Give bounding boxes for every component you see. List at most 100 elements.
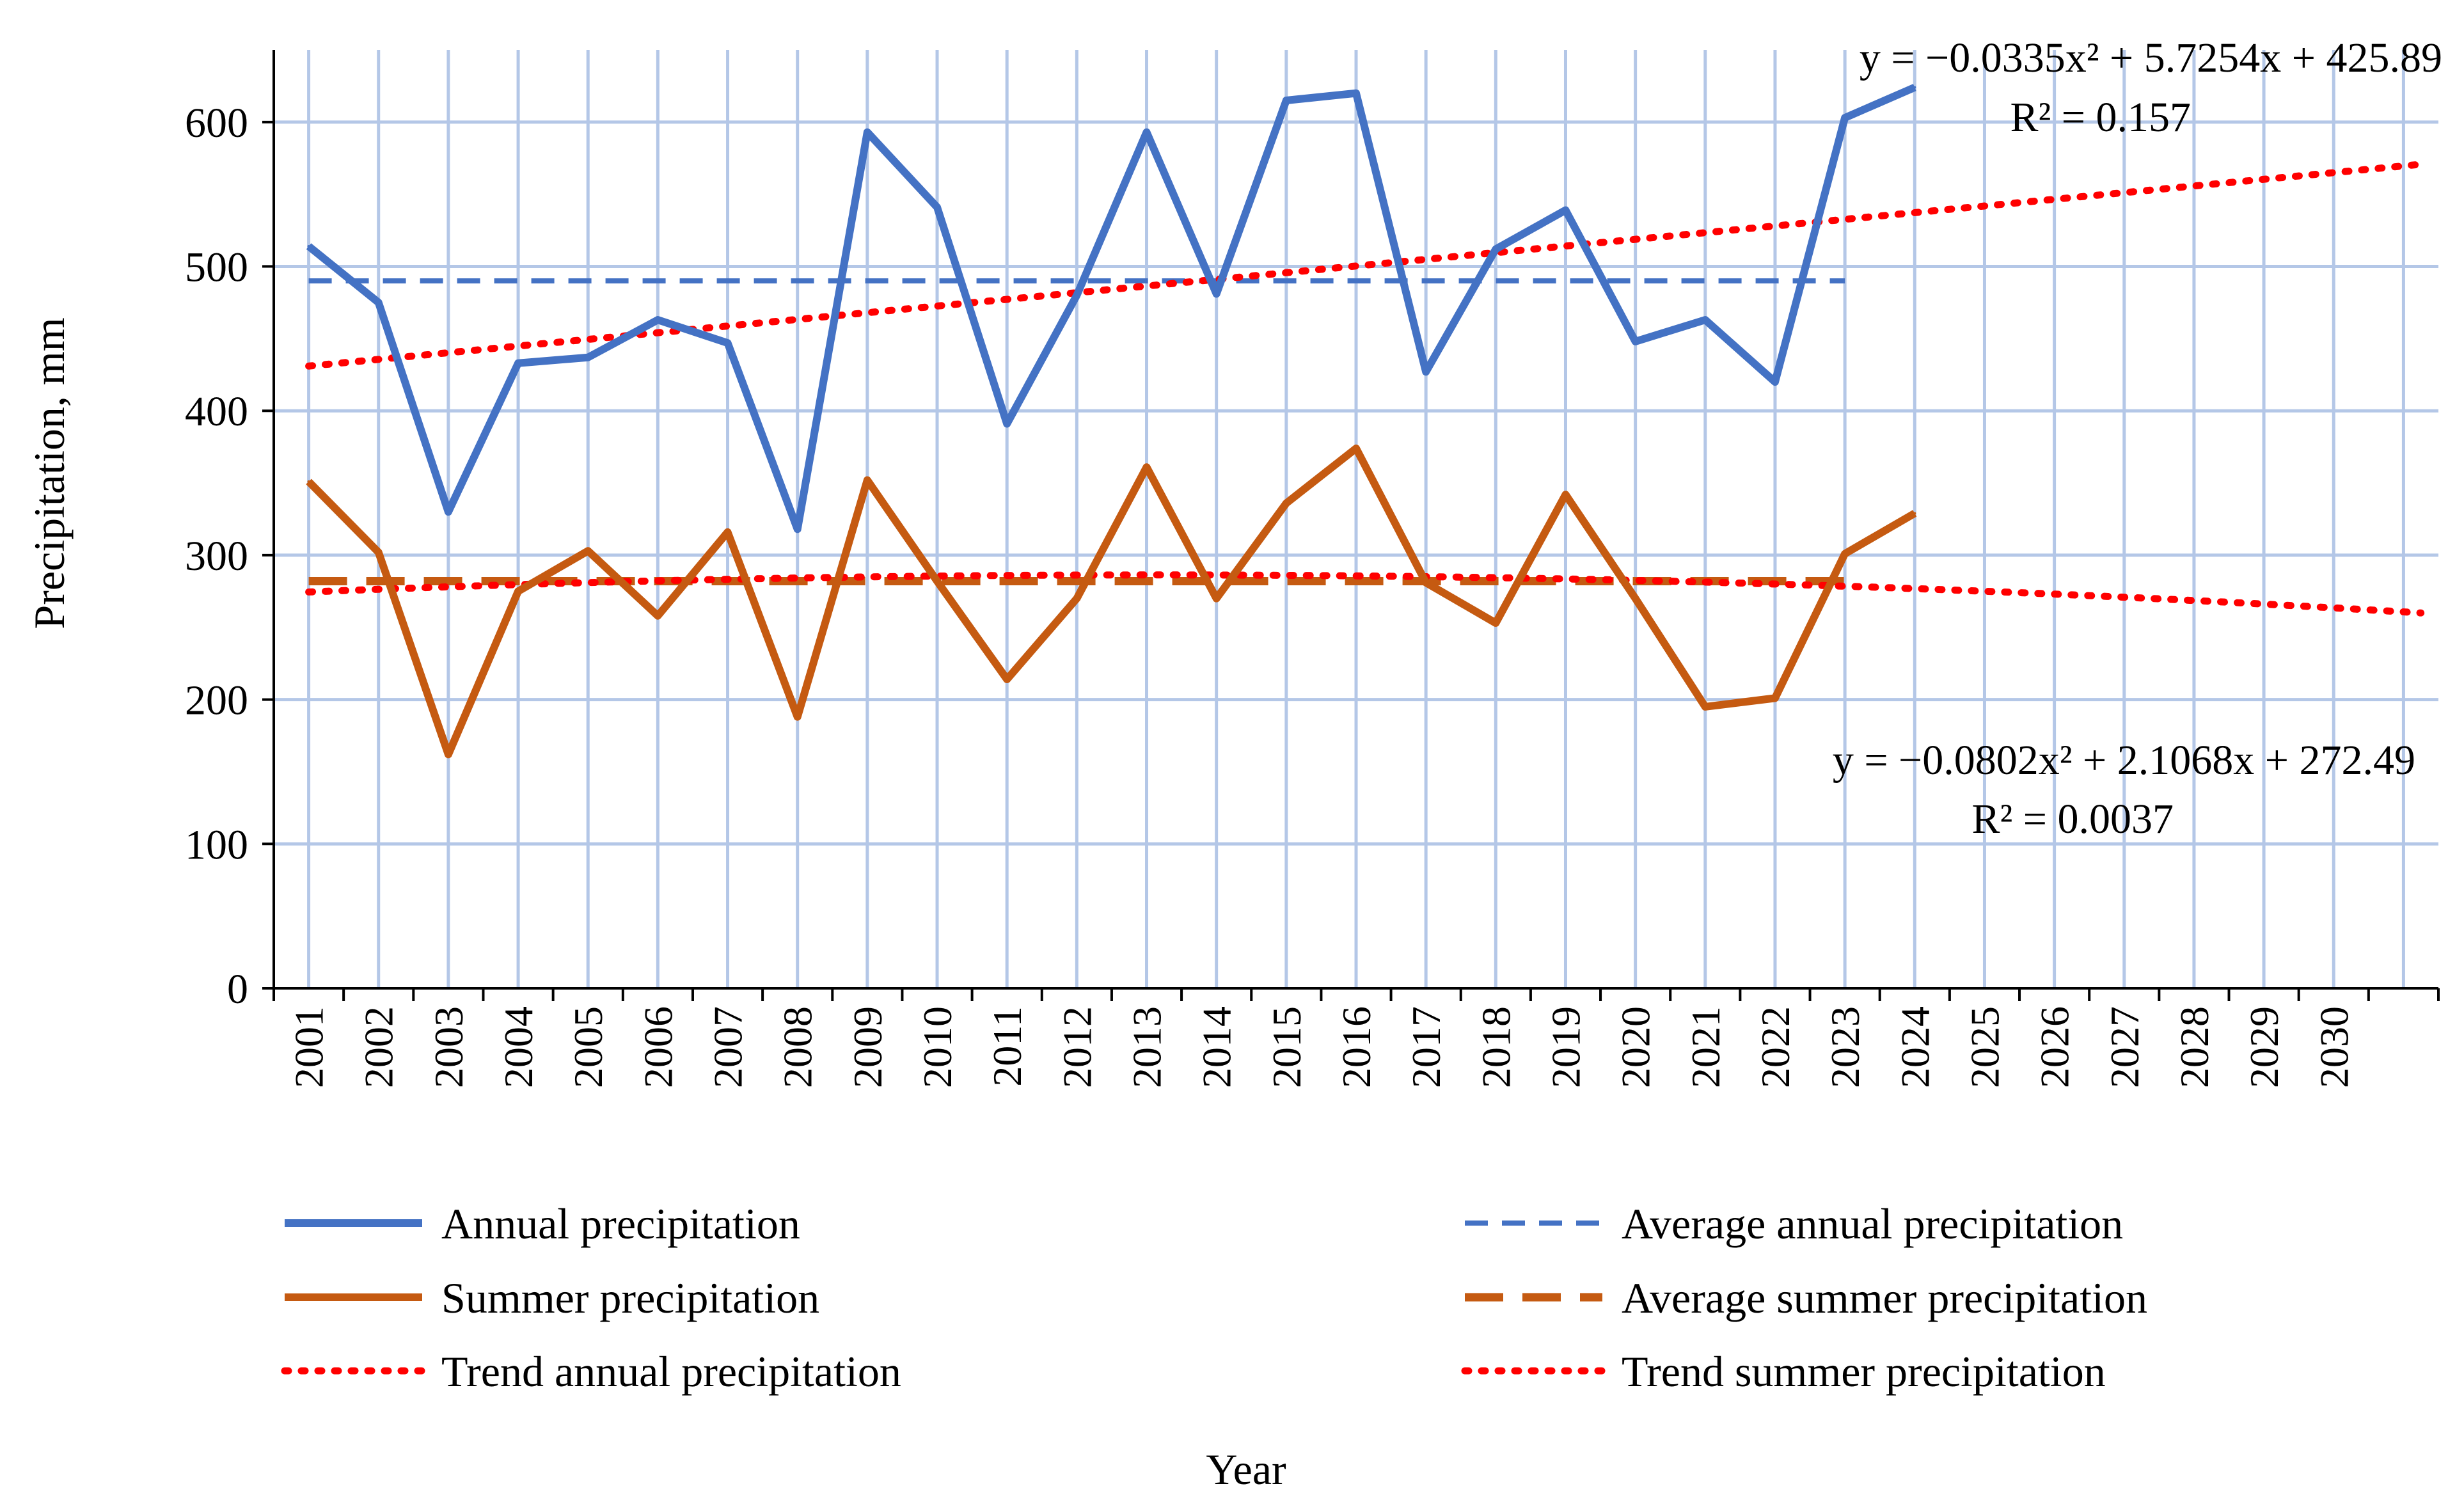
y-tick-label: 100 [185, 821, 248, 868]
y-tick-label: 300 [185, 533, 248, 580]
summer-data-point [307, 480, 310, 483]
annual-data-point [1564, 209, 1567, 212]
x-tick-label: 2025 [1962, 1006, 2007, 1088]
annual-data-point [1425, 370, 1428, 374]
x-tick-label: 2008 [775, 1006, 821, 1088]
summer-data-point [1494, 621, 1497, 624]
y-tick-labels: 0 100 200 300 400 500 600 [185, 100, 248, 1013]
annual-data-point [307, 244, 310, 248]
summer-data-point [1355, 446, 1357, 450]
annual-data-point [865, 130, 869, 134]
y-tick-label: 600 [185, 100, 248, 146]
x-tick-label: 2011 [984, 1006, 1030, 1087]
annual-data-point [587, 356, 590, 359]
annual-data-point [377, 301, 380, 304]
annual-data-point [936, 206, 939, 209]
annual-data-point [1634, 340, 1637, 343]
x-tick-labels: 2001 2002 2003 2004 2005 2006 2007 2008 2009 2010… [287, 1006, 2357, 1088]
x-tick-label: 2005 [565, 1006, 611, 1088]
x-tick-label: 2030 [2311, 1006, 2357, 1088]
summer-data-point [1913, 512, 1916, 515]
x-tick-label: 2026 [2032, 1006, 2078, 1088]
plot-area [305, 84, 2428, 759]
annual-data-point [1284, 99, 1288, 102]
x-tick-label: 2014 [1194, 1006, 1240, 1088]
summer-data-point [1075, 597, 1078, 600]
x-tick-label: 2027 [2102, 1006, 2147, 1088]
summer-data-point [1006, 678, 1009, 681]
summer-data-point [1773, 697, 1776, 700]
y-axis-label: Precipitation, mm [25, 317, 74, 629]
legend-label-summer: Summer precipitation [441, 1274, 819, 1322]
annual-data-point [1773, 381, 1776, 384]
x-tick-label: 2017 [1403, 1006, 1449, 1088]
x-tick-label: 2029 [2241, 1006, 2287, 1088]
summer-data-point [726, 530, 729, 533]
x-tick-label: 2006 [635, 1006, 681, 1088]
legend-label-avg-summer: Average summer precipitation [1622, 1274, 2147, 1322]
annual-data-point [1075, 294, 1078, 297]
equation-summer: y = −0.0802x² + 2.1068x + 272.49 [1833, 737, 2415, 784]
r-squared-summer: R² = 0.0037 [1971, 796, 2174, 842]
legend-label-annual: Annual precipitation [441, 1199, 800, 1248]
annual-data-point [517, 361, 520, 365]
x-tick-label: 2003 [426, 1006, 471, 1088]
annual-data-point [1913, 86, 1916, 89]
summer-data-point [1564, 493, 1567, 496]
summer-data-point [446, 753, 450, 756]
annual-data-point [446, 510, 450, 514]
x-tick-label: 2023 [1822, 1006, 1868, 1088]
equation-annual: y = −0.0335x² + 5.7254x + 425.89 [1860, 35, 2442, 81]
annual-data-point [1355, 91, 1357, 95]
y-tick-label: 0 [227, 966, 248, 1013]
annual-data-point [1006, 422, 1009, 425]
x-tick-label: 2009 [845, 1006, 890, 1088]
summer-data-point [1844, 552, 1847, 555]
annual-data-point [1494, 248, 1497, 251]
legend: Annual precipitation Average annual preci… [281, 1199, 2147, 1396]
x-tick-label: 2021 [1683, 1006, 1728, 1088]
x-tick-label: 2013 [1125, 1006, 1170, 1088]
x-tick-label: 2019 [1543, 1006, 1588, 1088]
summer-data-point [517, 590, 520, 593]
x-tick-label: 2004 [496, 1006, 541, 1088]
legend-label-trend-annual: Trend annual precipitation [441, 1347, 901, 1396]
trend-annual-line [305, 160, 2428, 370]
x-tick-label: 2018 [1473, 1006, 1519, 1088]
summer-data-point [587, 549, 590, 553]
annual-precipitation-line [306, 84, 1916, 533]
summer-data-point [1215, 597, 1218, 600]
summer-data-point [1703, 705, 1707, 708]
summer-data-point [865, 478, 869, 482]
summer-data-point [1284, 502, 1288, 505]
summer-data-point [1425, 581, 1428, 584]
annual-data-point [1703, 319, 1707, 322]
x-tick-label: 2028 [2172, 1006, 2217, 1088]
summer-data-point [1145, 466, 1148, 469]
x-tick-label: 2022 [1753, 1006, 1798, 1088]
trend-summer-line [305, 571, 2425, 617]
axes [262, 50, 2440, 1001]
x-tick-label: 2002 [356, 1006, 402, 1088]
annual-data-point [1215, 292, 1218, 296]
summer-data-point [936, 580, 939, 583]
y-tick-label: 500 [185, 244, 248, 291]
x-axis-label: Year [1206, 1445, 1286, 1494]
legend-label-trend-summer: Trend summer precipitation [1622, 1347, 2106, 1396]
summer-data-point [377, 551, 380, 554]
summer-precipitation-line [306, 444, 1917, 759]
summer-data-point [1634, 597, 1637, 600]
x-tick-label: 2012 [1054, 1006, 1100, 1088]
annual-data-point [726, 342, 729, 345]
x-tick-label: 2010 [915, 1006, 960, 1088]
x-tick-label: 2024 [1892, 1006, 1938, 1088]
summer-data-point [656, 614, 659, 617]
annual-data-point [656, 319, 659, 322]
x-tick-label: 2016 [1334, 1006, 1379, 1088]
annual-data-point [1844, 116, 1847, 120]
x-tick-label: 2001 [287, 1006, 332, 1088]
annual-data-point [1145, 130, 1148, 134]
x-tick-label: 2007 [706, 1006, 751, 1088]
r-squared-annual: R² = 0.157 [2010, 94, 2191, 141]
